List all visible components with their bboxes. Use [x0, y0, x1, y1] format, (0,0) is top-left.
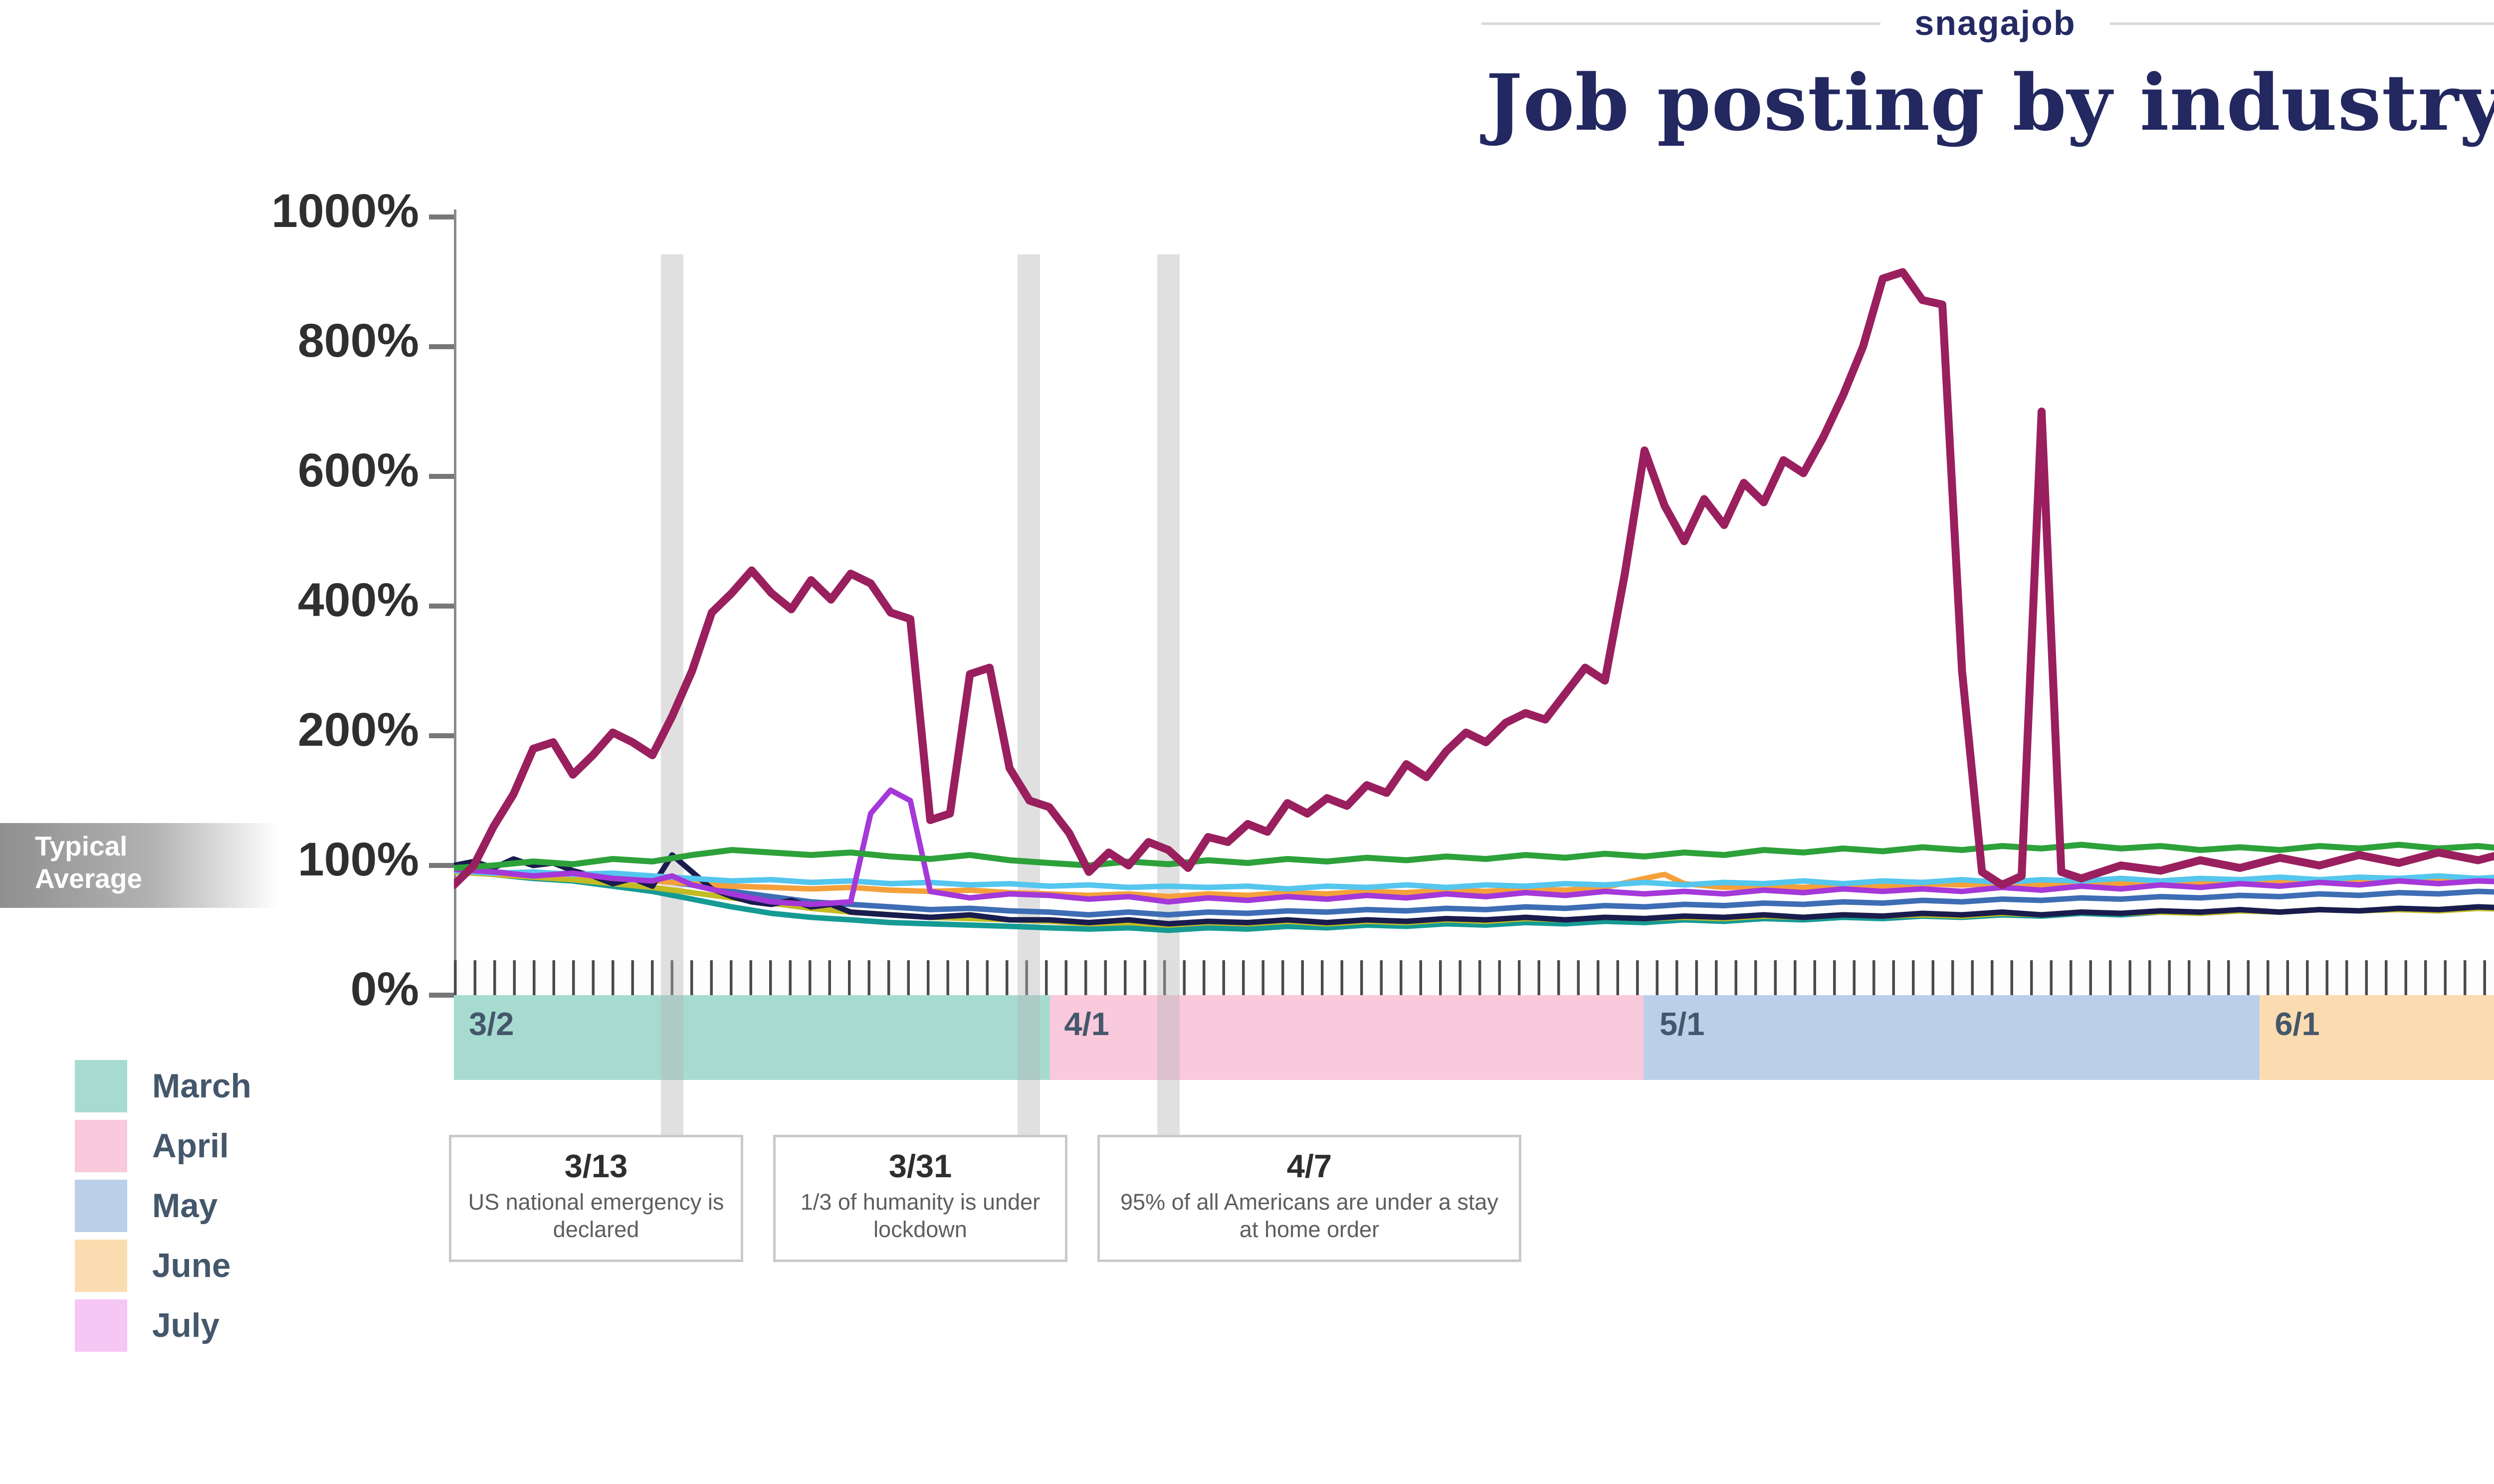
- y-axis-label: 200%: [297, 706, 419, 758]
- date-label: 3/2: [469, 1005, 514, 1043]
- annotation-date: 3/13: [564, 1147, 628, 1185]
- month-swatch: [75, 1178, 127, 1231]
- brand-rule-right: [2110, 21, 2494, 24]
- y-axis-tick: [429, 993, 454, 998]
- event-band-4-7: [1157, 254, 1180, 1172]
- header: snagajob Job posting by industry: [0, 0, 2494, 150]
- annotation-text: 1/3 of humanity is under lockdown: [800, 1190, 1040, 1243]
- month-name: March: [152, 1066, 251, 1104]
- month-band-march: 3/2: [454, 995, 1049, 1080]
- typical-average-label-line1: Typical: [35, 833, 128, 863]
- y-axis-tick: [429, 344, 454, 349]
- event-band-3-31: [1018, 254, 1041, 1172]
- y-axis-tick: [429, 474, 454, 479]
- month-strip: 3/24/15/16/17/17/20: [454, 995, 2494, 1080]
- month-band-april: 4/1: [1049, 995, 1645, 1080]
- annotation-date: 3/31: [888, 1147, 952, 1185]
- month-band-june: 6/1: [2260, 995, 2494, 1080]
- month-band-may: 5/1: [1645, 995, 2260, 1080]
- series-line-qsr: [454, 866, 2494, 918]
- typical-average-band: Typical Average: [0, 823, 279, 908]
- brand-rule-left: [1480, 21, 1880, 24]
- month-legend: March April May June July: [75, 1055, 251, 1354]
- y-axis-label: 1000%: [271, 187, 419, 239]
- series-line-convenience-store: [454, 868, 2494, 899]
- date-label: 4/1: [1064, 1005, 1109, 1043]
- month-name: July: [152, 1305, 220, 1343]
- annotation-date: 4/7: [1286, 1147, 1332, 1185]
- y-axis-tick: [429, 604, 454, 609]
- line-chart-plot: [454, 268, 2494, 933]
- series-line-retail: [454, 787, 2494, 907]
- y-axis-tick: [429, 733, 454, 738]
- timeline-ruler: [454, 960, 2494, 995]
- series-line-grocery: [454, 842, 2494, 871]
- date-label: 6/1: [2275, 1005, 2320, 1043]
- month-swatch: [75, 1059, 127, 1111]
- annotation-3-13: 3/13 US national emergency is declared: [449, 1135, 743, 1261]
- annotation-text: US national emergency is declared: [468, 1190, 724, 1243]
- month-name: May: [152, 1186, 218, 1224]
- snagajob-logo: snagajob: [1914, 2, 2076, 42]
- month-swatch: [75, 1298, 127, 1351]
- y-axis-tick: [429, 863, 454, 868]
- y-axis-label: 100%: [297, 836, 419, 888]
- month-legend-item-april: April: [75, 1115, 251, 1175]
- month-legend-item-july: July: [75, 1294, 251, 1354]
- y-axis-label: 800%: [297, 317, 419, 369]
- annotation-text: 95% of all Americans are under a stay at…: [1120, 1190, 1498, 1243]
- month-name: April: [152, 1126, 229, 1164]
- annotation-3-31: 3/31 1/3 of humanity is under lockdown: [773, 1135, 1067, 1261]
- month-legend-item-june: June: [75, 1235, 251, 1294]
- month-swatch: [75, 1238, 127, 1291]
- y-axis-tick: [429, 214, 454, 219]
- month-name: June: [152, 1246, 231, 1283]
- brand-row: snagajob: [0, 0, 2494, 45]
- typical-average-label-line2: Average: [35, 865, 143, 895]
- month-swatch: [75, 1118, 127, 1171]
- y-axis-label: 600%: [297, 446, 419, 499]
- annotation-4-7: 4/7 95% of all Americans are under a sta…: [1097, 1135, 1521, 1261]
- y-axis-label: 400%: [297, 576, 419, 629]
- y-axis-line: [454, 210, 456, 963]
- series-line-logistics-warehouse: [454, 268, 2494, 889]
- chart-title: Job posting by industry: [1485, 60, 2494, 150]
- month-legend-item-may: May: [75, 1175, 251, 1235]
- series-line-healthcare: [454, 868, 2494, 892]
- y-axis-label: 0%: [350, 965, 419, 1018]
- date-label: 5/1: [1660, 1005, 1705, 1043]
- month-legend-item-march: March: [75, 1055, 251, 1115]
